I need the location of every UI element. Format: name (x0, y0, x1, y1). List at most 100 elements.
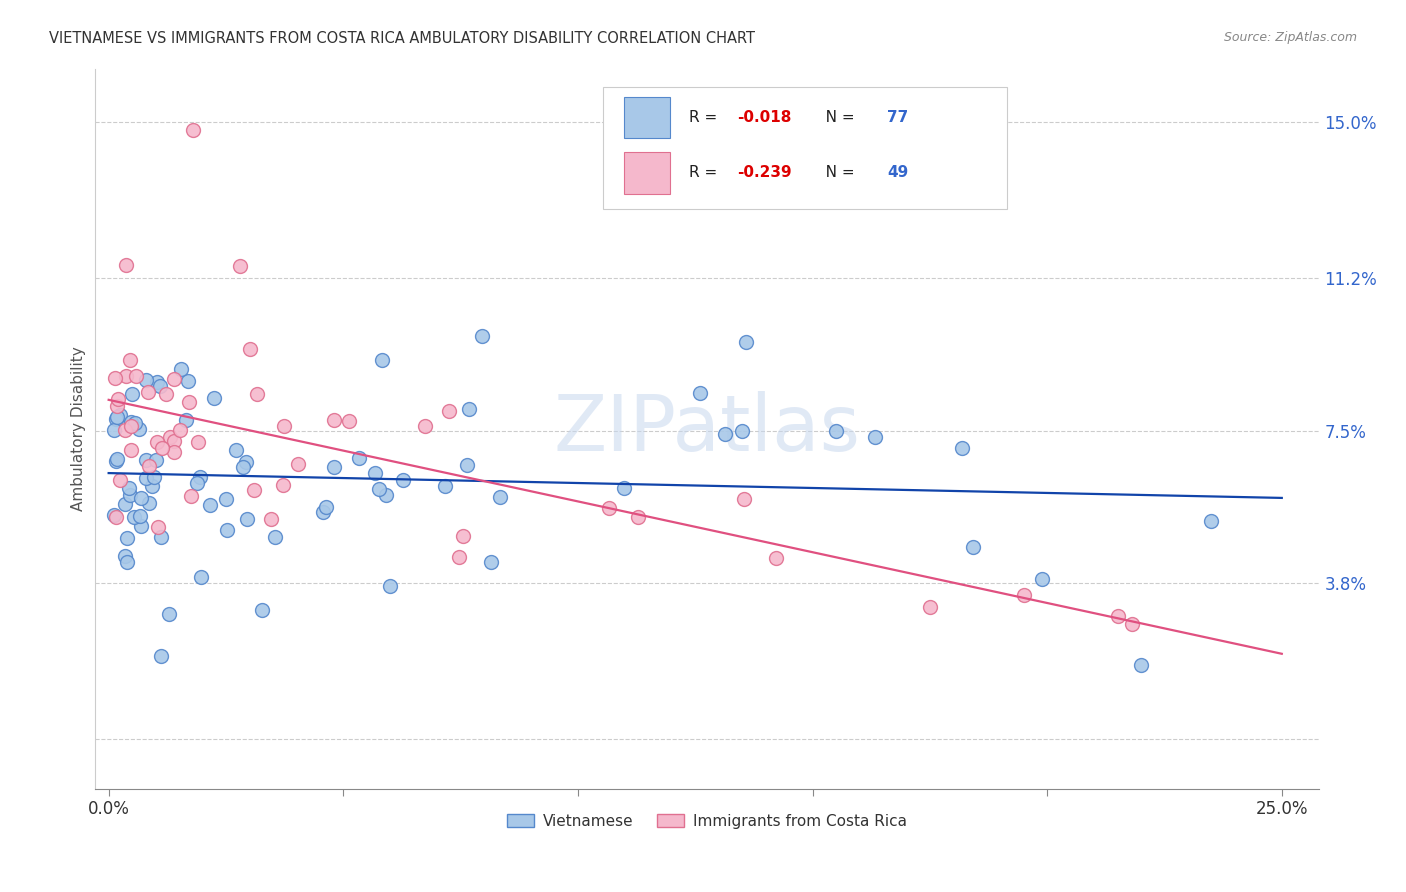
Point (865, 430, 887, 444)
Text: VIETNAMESE VS IMMIGRANTS FROM COSTA RICA AMBULATORY DISABILITY CORRELATION CHART: VIETNAMESE VS IMMIGRANTS FROM COSTA RICA… (49, 31, 755, 46)
Point (453, 529, 475, 543)
Point (1107, 608, 1129, 623)
Point (198, 498, 221, 512)
Point (124, 510, 146, 524)
Point (447, 550, 470, 565)
Point (105, 452, 128, 467)
Legend: Vietnamese, Immigrants from Costa Rica: Vietnamese, Immigrants from Costa Rica (501, 807, 914, 835)
Point (733, 492, 755, 507)
Point (190, 570, 212, 584)
Point (713, 426, 735, 441)
Point (689, 386, 711, 401)
Point (250, 603, 273, 617)
Point (456, 458, 478, 472)
Point (136, 385, 159, 400)
Point (479, 555, 502, 569)
Point (612, 481, 634, 495)
Point (163, 434, 186, 448)
Point (114, 258, 136, 272)
Point (163, 444, 186, 458)
Point (287, 457, 309, 471)
Point (246, 387, 269, 401)
Point (217, 523, 239, 537)
Point (413, 418, 436, 433)
Point (142, 470, 165, 484)
Point (239, 342, 262, 356)
Point (103, 508, 125, 522)
Point (145, 453, 167, 467)
Point (163, 372, 186, 386)
Point (170, 362, 193, 376)
Point (243, 483, 266, 498)
Point (149, 530, 172, 544)
Point (150, 442, 173, 456)
Text: N =: N = (811, 110, 859, 125)
Point (259, 512, 281, 526)
Point (271, 478, 294, 492)
Point (155, 386, 177, 401)
Point (962, 540, 984, 554)
Point (120, 415, 142, 429)
Point (1121, 616, 1143, 631)
Point (264, 530, 287, 544)
Point (735, 334, 758, 349)
Point (104, 509, 127, 524)
Point (311, 505, 333, 519)
Point (370, 353, 392, 368)
Point (232, 459, 254, 474)
Point (115, 368, 138, 383)
Point (488, 491, 510, 505)
Point (169, 423, 191, 437)
Point (149, 648, 172, 663)
Point (1201, 514, 1223, 528)
FancyBboxPatch shape (624, 152, 671, 194)
Point (627, 509, 650, 524)
Text: N =: N = (811, 165, 859, 180)
Point (1130, 658, 1153, 673)
Point (157, 607, 180, 622)
Point (105, 454, 128, 468)
Point (825, 424, 848, 438)
Point (159, 430, 181, 444)
Text: R =: R = (689, 165, 721, 180)
Point (598, 501, 620, 516)
Text: -0.018: -0.018 (738, 110, 792, 125)
Point (364, 466, 387, 480)
Text: R =: R = (689, 110, 721, 125)
Point (439, 404, 461, 418)
Point (380, 579, 402, 593)
Point (176, 374, 198, 388)
Point (765, 550, 787, 565)
Point (215, 492, 238, 507)
Point (118, 488, 141, 502)
Point (114, 549, 136, 563)
Point (103, 423, 125, 437)
Point (118, 353, 141, 368)
Y-axis label: Ambulatory Disability: Ambulatory Disability (72, 346, 86, 511)
Point (190, 470, 212, 484)
Point (104, 370, 127, 384)
Text: -0.239: -0.239 (738, 165, 792, 180)
Point (125, 368, 148, 383)
Point (950, 441, 973, 455)
Point (129, 518, 152, 533)
Point (392, 474, 415, 488)
Point (315, 500, 337, 514)
Point (129, 509, 152, 524)
Point (458, 402, 481, 417)
Point (187, 435, 209, 450)
Point (124, 416, 146, 430)
Point (110, 409, 132, 423)
Text: 49: 49 (887, 165, 908, 180)
Point (174, 413, 197, 427)
Point (141, 478, 163, 492)
Point (114, 497, 136, 511)
Point (145, 375, 167, 389)
Point (115, 555, 138, 569)
FancyBboxPatch shape (624, 96, 671, 138)
Point (235, 455, 257, 469)
Point (434, 479, 457, 493)
Point (149, 379, 172, 393)
Point (107, 392, 129, 407)
Point (114, 423, 136, 437)
